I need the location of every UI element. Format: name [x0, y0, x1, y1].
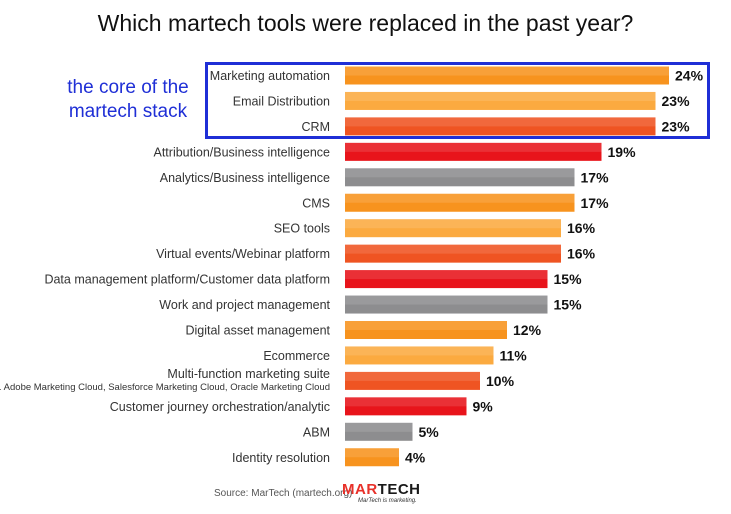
annotation-line-1: the core of the — [67, 77, 189, 98]
bar-cms — [345, 193, 575, 212]
category-label-email-distribution: Email Distribution — [233, 94, 330, 108]
bar-highlight-cms — [345, 193, 575, 203]
bar-highlight-customer-journey-orchestration-analytic — [345, 397, 467, 407]
bar-abm — [345, 422, 413, 441]
value-label-crm: 23% — [662, 118, 691, 134]
value-label-email-distribution: 23% — [662, 93, 691, 109]
category-label-marketing-automation: Marketing automation — [210, 69, 330, 83]
value-label-multi-function-marketing-suite: 10% — [486, 373, 515, 389]
bar-attribution-business-intelligence — [345, 142, 602, 161]
category-label-abm: ABM — [303, 425, 330, 439]
bar-crm — [345, 117, 656, 136]
category-label-ecommerce: Ecommerce — [263, 349, 330, 363]
value-label-identity-resolution: 4% — [405, 449, 426, 465]
bar-highlight-identity-resolution — [345, 448, 399, 458]
source-note: Source: MarTech (martech.org) — [214, 488, 353, 499]
category-label-data-management-platform-customer-data-platform: Data management platform/Customer data p… — [44, 273, 330, 287]
bar-marketing-automation — [345, 66, 669, 85]
logo-text-tech: TECH — [377, 481, 421, 498]
value-label-analytics-business-intelligence: 17% — [581, 169, 610, 185]
category-sublabel-multi-function-marketing-suite: e.g. Adobe Marketing Cloud, Salesforce M… — [0, 382, 330, 393]
value-label-work-and-project-management: 15% — [554, 297, 583, 313]
value-label-data-management-platform-customer-data-platform: 15% — [554, 271, 583, 287]
bar-seo-tools — [345, 219, 561, 238]
bar-highlight-analytics-business-intelligence — [345, 168, 575, 178]
bar-highlight-attribution-business-intelligence — [345, 142, 602, 152]
bar-data-management-platform-customer-data-platform — [345, 270, 548, 289]
bar-highlight-crm — [345, 117, 656, 127]
logo-wordmark: MARTECH — [342, 482, 421, 497]
category-label-multi-function-marketing-suite: Multi-function marketing suite — [167, 367, 330, 381]
bar-highlight-data-management-platform-customer-data-platform — [345, 270, 548, 280]
category-label-attribution-business-intelligence: Attribution/Business intelligence — [154, 145, 331, 159]
category-label-crm: CRM — [302, 120, 330, 134]
category-label-work-and-project-management: Work and project management — [159, 298, 330, 312]
category-label-digital-asset-management: Digital asset management — [185, 324, 330, 338]
logo-text-mar: MAR — [342, 481, 378, 498]
category-label-seo-tools: SEO tools — [274, 222, 330, 236]
bar-highlight-marketing-automation — [345, 66, 669, 76]
category-label-virtual-events-webinar-platform: Virtual events/Webinar platform — [156, 247, 330, 261]
category-label-identity-resolution: Identity resolution — [232, 451, 330, 465]
category-label-customer-journey-orchestration-analytic: Customer journey orchestration/analytic — [110, 400, 330, 414]
bar-highlight-ecommerce — [345, 346, 494, 356]
value-label-marketing-automation: 24% — [675, 68, 704, 84]
core-stack-annotation: the core of the martech stack — [52, 76, 204, 124]
value-label-customer-journey-orchestration-analytic: 9% — [473, 398, 494, 414]
bar-email-distribution — [345, 91, 656, 110]
bar-digital-asset-management — [345, 321, 507, 339]
bar-customer-journey-orchestration-analytic — [345, 397, 467, 416]
value-label-abm: 5% — [419, 424, 440, 440]
core-stack-highlight-box — [205, 62, 710, 139]
value-label-digital-asset-management: 12% — [513, 322, 542, 338]
bar-highlight-seo-tools — [345, 219, 561, 229]
value-label-attribution-business-intelligence: 19% — [608, 144, 637, 160]
bar-highlight-multi-function-marketing-suite — [345, 371, 480, 381]
bar-highlight-virtual-events-webinar-platform — [345, 244, 561, 254]
bar-highlight-abm — [345, 422, 413, 432]
value-label-seo-tools: 16% — [567, 220, 596, 236]
category-label-cms: CMS — [302, 196, 330, 210]
bar-multi-function-marketing-suite — [345, 371, 480, 390]
value-label-ecommerce: 11% — [500, 347, 528, 363]
value-label-cms: 17% — [581, 195, 610, 211]
martech-logo: MARTECH MarTech is marketing. — [342, 482, 421, 505]
bar-highlight-digital-asset-management — [345, 321, 507, 330]
category-label-analytics-business-intelligence: Analytics/Business intelligence — [160, 171, 330, 185]
bar-ecommerce — [345, 346, 494, 365]
bar-virtual-events-webinar-platform — [345, 244, 561, 263]
value-label-virtual-events-webinar-platform: 16% — [567, 246, 596, 262]
bar-highlight-email-distribution — [345, 91, 656, 101]
chart-title: Which martech tools were replaced in the… — [97, 10, 634, 36]
bar-identity-resolution — [345, 448, 399, 467]
bar-analytics-business-intelligence — [345, 168, 575, 187]
logo-tagline: MarTech is marketing. — [358, 498, 417, 504]
bar-highlight-work-and-project-management — [345, 295, 548, 305]
annotation-line-2: martech stack — [68, 101, 188, 122]
bar-work-and-project-management — [345, 295, 548, 314]
